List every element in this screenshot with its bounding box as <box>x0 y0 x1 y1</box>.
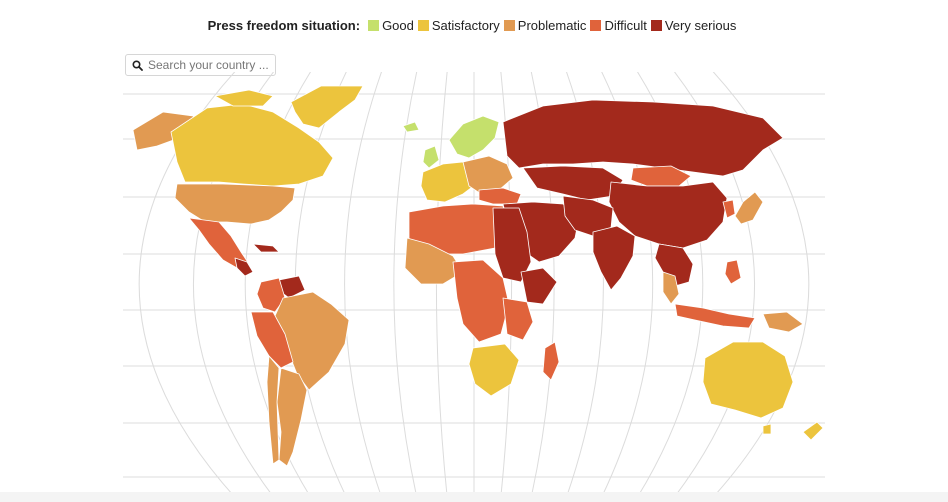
country-search-input[interactable] <box>146 58 273 72</box>
region-usa[interactable] <box>174 183 296 225</box>
region-central-asia[interactable] <box>522 165 624 201</box>
legend-swatch-satisfactory <box>417 20 429 31</box>
legend-item-good[interactable]: Good <box>368 18 414 33</box>
legend-item-very-serious[interactable]: Very serious <box>650 18 737 33</box>
meridian-line <box>393 72 418 497</box>
region-iceland[interactable] <box>402 121 420 133</box>
meridian-line <box>344 72 383 497</box>
legend-item-difficult[interactable]: Difficult <box>590 18 647 33</box>
region-central-america[interactable] <box>234 257 254 277</box>
legend-label-problematic: Problematic <box>517 18 587 33</box>
region-indonesia[interactable] <box>674 303 756 329</box>
region-east-africa[interactable] <box>502 297 534 341</box>
region-india[interactable] <box>592 225 636 291</box>
region-cuba[interactable] <box>252 243 280 253</box>
legend-swatch-problematic <box>503 20 515 31</box>
region-argentina[interactable] <box>276 367 308 467</box>
world-map[interactable] <box>123 72 825 497</box>
region-uk-ireland[interactable] <box>422 145 440 169</box>
region-new-zealand[interactable] <box>802 421 824 441</box>
region-australia[interactable] <box>702 341 794 419</box>
region-colombia[interactable] <box>256 277 286 313</box>
country-search-box[interactable] <box>125 54 276 76</box>
region-china[interactable] <box>608 181 728 249</box>
region-southeast-asia[interactable] <box>654 243 694 287</box>
region-russia[interactable] <box>502 99 784 177</box>
legend-label-very-serious: Very serious <box>664 18 737 33</box>
region-thailand-malaysia[interactable] <box>662 271 680 305</box>
region-canada-islands[interactable] <box>214 89 274 107</box>
region-korea[interactable] <box>722 199 736 219</box>
region-central-africa[interactable] <box>452 259 510 343</box>
region-japan[interactable] <box>734 191 764 225</box>
region-turkey-balkans[interactable] <box>478 187 522 205</box>
legend: Press freedom situation: Good Satisfacto… <box>0 18 948 33</box>
legend-swatch-good <box>368 20 380 31</box>
region-papua[interactable] <box>762 311 804 333</box>
region-madagascar[interactable] <box>542 341 560 381</box>
meridian-line <box>500 72 513 497</box>
countries-layer[interactable] <box>132 85 824 467</box>
region-chile[interactable] <box>266 355 280 465</box>
region-tasmania[interactable] <box>762 423 772 435</box>
legend-label-difficult: Difficult <box>604 18 647 33</box>
region-western-europe[interactable] <box>420 161 480 203</box>
region-eastern-europe[interactable] <box>462 155 514 195</box>
legend-swatch-very-serious <box>650 20 662 31</box>
legend-item-satisfactory[interactable]: Satisfactory <box>417 18 500 33</box>
search-icon <box>128 55 146 75</box>
legend-label-good: Good <box>382 18 414 33</box>
region-west-africa[interactable] <box>404 237 464 285</box>
region-southern-africa[interactable] <box>468 343 520 397</box>
bottom-band <box>0 492 948 502</box>
region-scandinavia[interactable] <box>448 115 500 159</box>
legend-item-problematic[interactable]: Problematic <box>503 18 587 33</box>
legend-label-satisfactory: Satisfactory <box>431 18 500 33</box>
legend-title: Press freedom situation: <box>207 18 361 33</box>
legend-swatch-difficult <box>590 20 602 31</box>
region-philippines[interactable] <box>724 259 742 285</box>
region-canada[interactable] <box>170 103 334 187</box>
region-horn-of-africa[interactable] <box>520 267 558 305</box>
meridian-line <box>435 72 448 497</box>
region-greenland[interactable] <box>290 85 364 129</box>
world-map-svg[interactable] <box>123 72 825 497</box>
region-peru-bolivia[interactable] <box>250 311 294 369</box>
